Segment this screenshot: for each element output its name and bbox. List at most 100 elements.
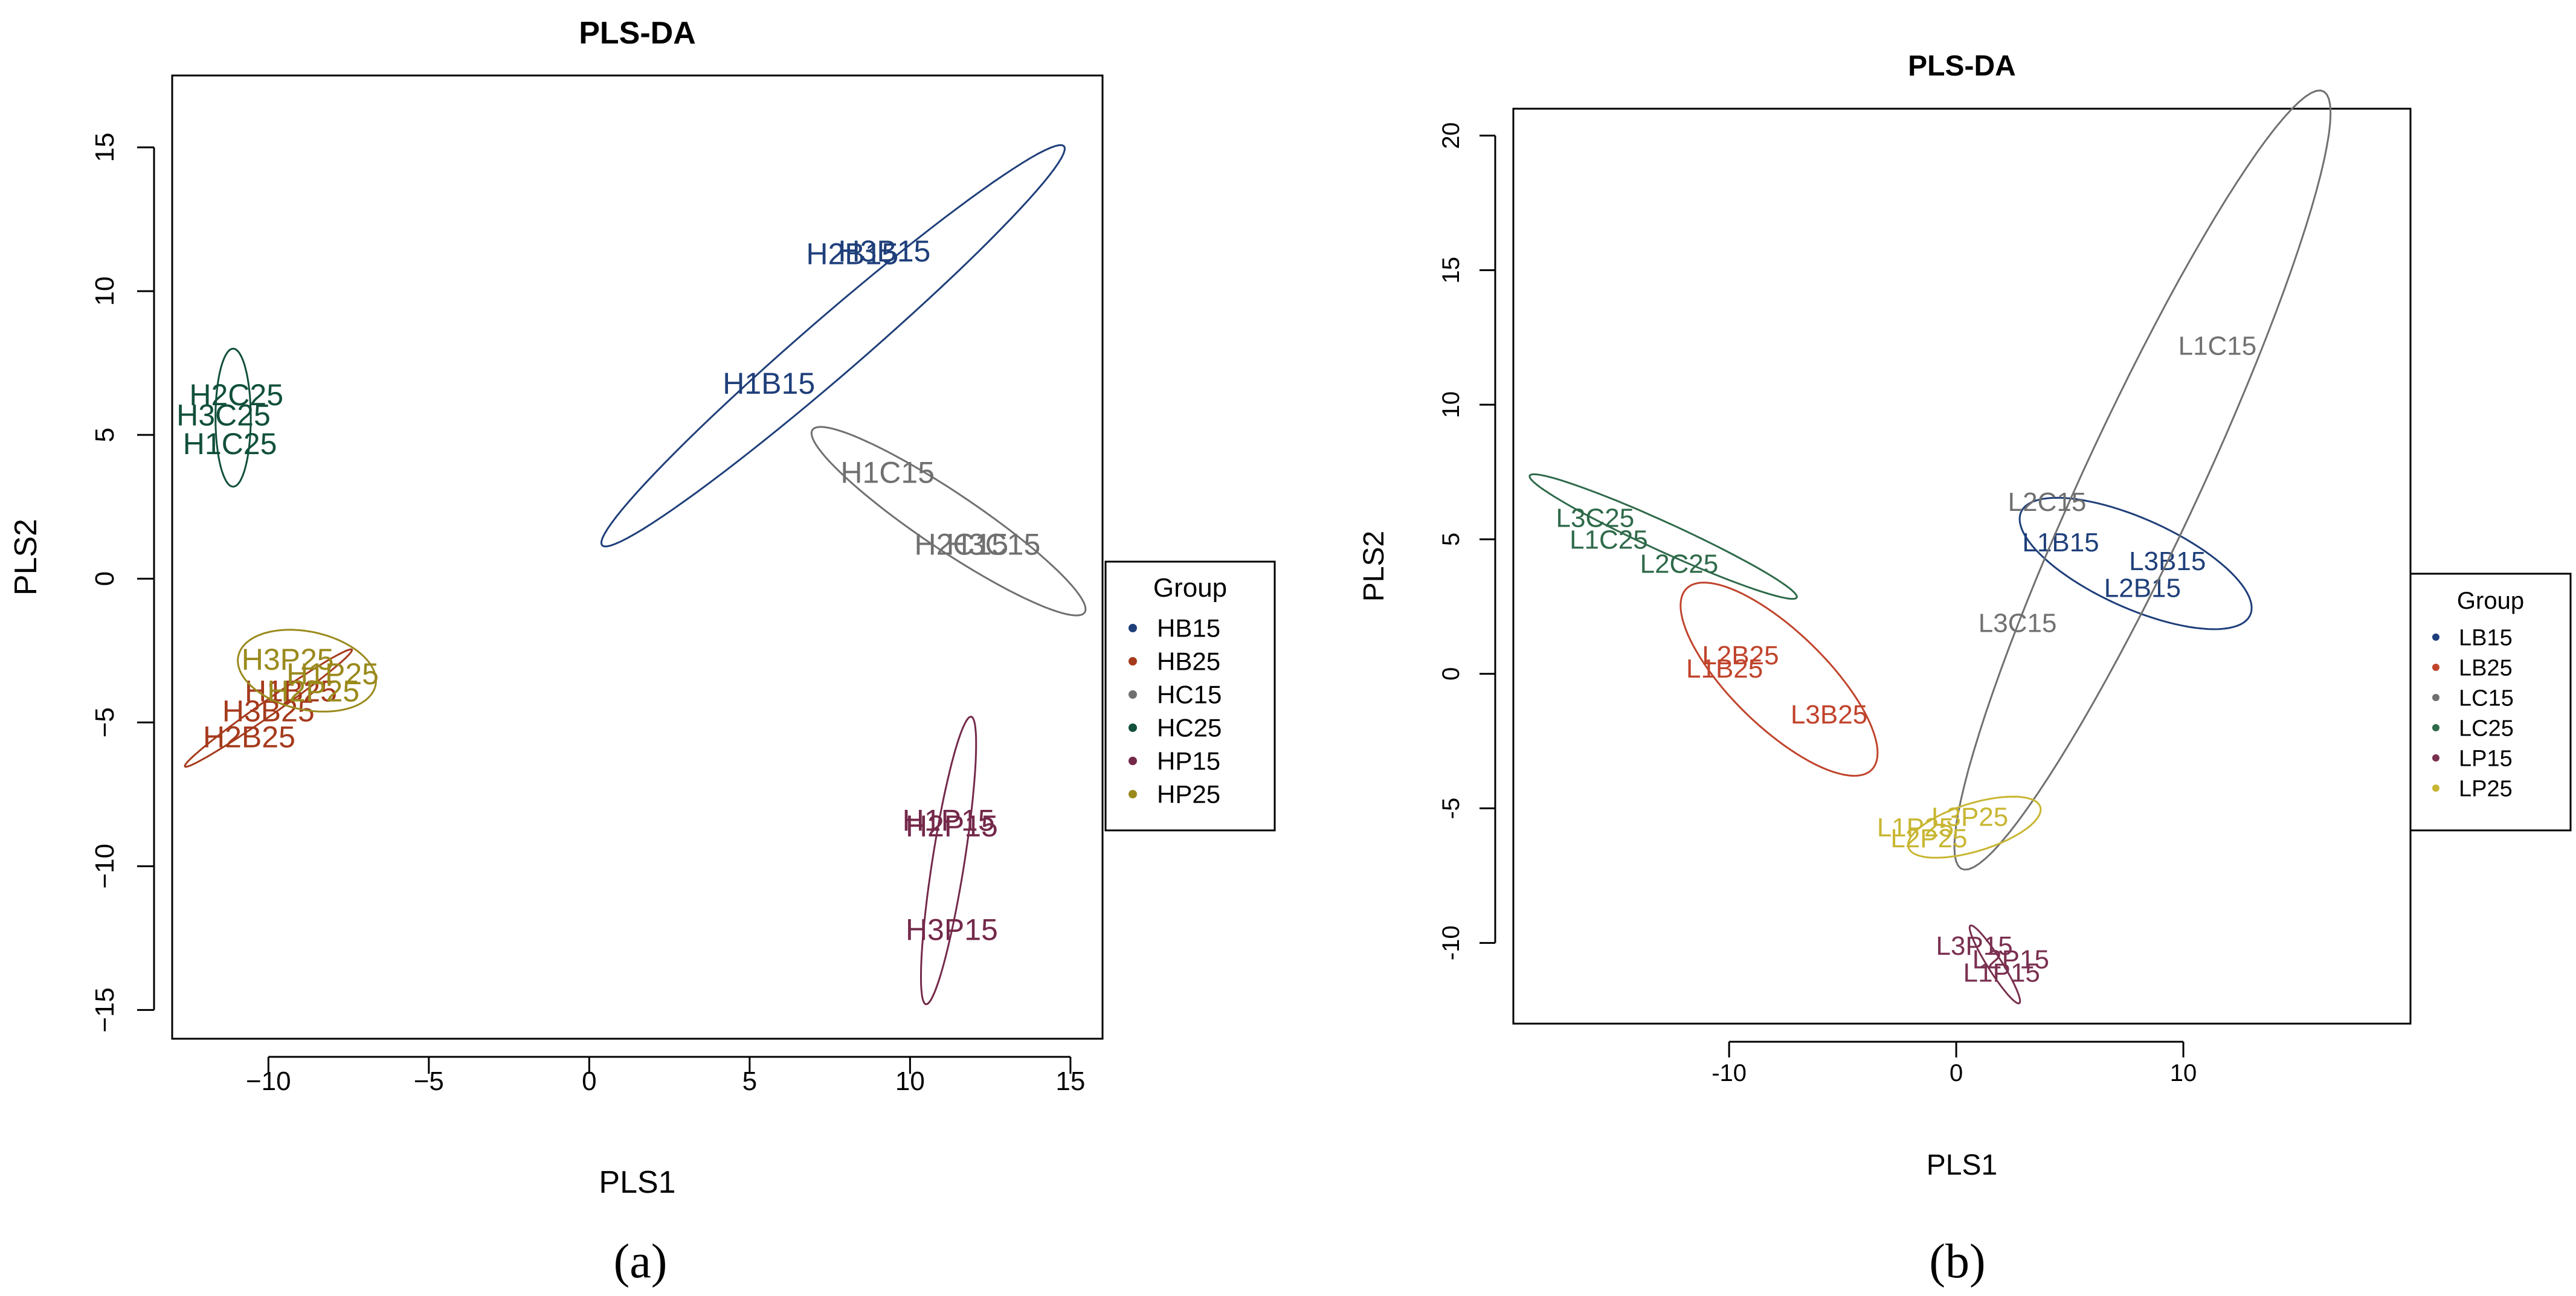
legend-marker-lp25 (2432, 784, 2439, 792)
legend-label: LB25 (2459, 655, 2513, 681)
y-tick-label: -10 (1438, 925, 1464, 960)
x-axis-title: PLS1 (599, 1165, 675, 1200)
x-axis-title: PLS1 (1927, 1149, 1997, 1181)
y-axis: −15 −10 −5 0 5 10 15 (90, 133, 155, 1033)
legend-label: HB15 (1157, 614, 1220, 643)
legend-marker-hc25 (1129, 723, 1137, 732)
legend-marker-hb25 (1129, 657, 1137, 666)
point-label: L1B15 (2022, 528, 2099, 557)
legend: Group LB15 LB25 LC15 LC25 LP15 LP25 (2409, 573, 2572, 832)
point-label: H1B15 (723, 367, 815, 400)
panel-label: (a) (614, 1235, 668, 1288)
confidence-ellipse-lb25 (1679, 582, 1879, 777)
point-label: H3P15 (906, 913, 998, 947)
legend: Group HB15 HB25 HC15 HC25 HP15 HP25 (1104, 560, 1276, 832)
y-tick-label: −15 (90, 987, 120, 1033)
confidence-ellipse-hp15 (920, 716, 977, 1006)
legend-label: HP15 (1157, 747, 1220, 775)
chart-panel-a: PLS-DA −10 −5 0 5 10 15 −15 −10 −5 0 5 10 15 PLS1 PLS2 H… (8, 16, 1276, 1288)
legend-marker-hc15 (1129, 690, 1137, 699)
y-tick-label: 0 (1438, 667, 1464, 681)
point-label: H3C25 (176, 398, 271, 432)
point-label: L1C25 (1570, 525, 1648, 554)
x-axis: −10 −5 0 5 10 15 (246, 1056, 1085, 1096)
x-tick-label: 0 (582, 1067, 596, 1096)
x-tick-label: 0 (1950, 1060, 1963, 1086)
y-tick-label: 20 (1438, 122, 1464, 149)
point-label: H2C15 (915, 528, 1009, 562)
point-label: H3C15 (947, 528, 1041, 562)
confidence-ellipse-lc15 (1953, 89, 2332, 871)
legend-label: HB25 (1157, 647, 1220, 676)
confidence-ellipse-lc25 (1528, 473, 1798, 600)
confidence-ellipse-lp25 (1907, 795, 2042, 859)
point-label: L2C25 (1640, 549, 1719, 579)
point-label: H2P15 (906, 809, 998, 843)
y-tick-label: −5 (90, 707, 120, 737)
point-label: H2B25 (203, 720, 295, 754)
chart-title: PLS-DA (579, 16, 696, 51)
point-label: L2B25 (1702, 641, 1779, 670)
y-tick-label: 5 (90, 428, 120, 442)
point-label: H1C25 (183, 427, 277, 461)
legend-label: HP25 (1157, 780, 1220, 809)
y-axis-title: PLS2 (8, 519, 43, 595)
confidence-ellipse-hb15 (600, 144, 1066, 548)
x-tick-label: 10 (2170, 1060, 2197, 1086)
legend-marker-hp15 (1129, 757, 1137, 765)
y-tick-label: 15 (90, 133, 120, 162)
series-lc15: L1C15 L2C15 L3C15 (1953, 89, 2332, 871)
legend-title: Group (1153, 573, 1227, 603)
point-label: L3P15 (1936, 931, 2013, 961)
point-label: H1B25 (245, 674, 337, 708)
point-label: L3C15 (1979, 608, 2057, 638)
legend-label: LP15 (2459, 746, 2513, 771)
x-tick-label: 15 (1055, 1067, 1085, 1096)
chart-title: PLS-DA (1908, 50, 2016, 82)
y-axis-title: PLS2 (1358, 531, 1390, 601)
confidence-ellipse-hp25 (237, 629, 377, 713)
legend-marker-lb25 (2432, 664, 2439, 671)
confidence-ellipse-lp15 (1968, 924, 2021, 1005)
x-tick-label: -10 (1711, 1060, 1747, 1086)
point-label: L1C15 (2178, 332, 2257, 361)
x-tick-label: −5 (414, 1067, 444, 1096)
legend-marker-lc15 (2432, 694, 2439, 701)
legend-label: LC15 (2459, 685, 2514, 711)
y-tick-label: 15 (1438, 257, 1464, 284)
plot-frame (1512, 107, 2412, 1025)
x-tick-label: 10 (895, 1067, 925, 1096)
x-tick-label: 5 (742, 1067, 757, 1096)
point-label: L2B15 (2104, 574, 2181, 603)
legend-marker-lp15 (2432, 754, 2439, 762)
x-tick-label: −10 (246, 1067, 291, 1096)
point-label: H3P25 (242, 643, 334, 676)
point-label: H2C25 (189, 378, 283, 412)
point-label: L3P25 (1931, 802, 2008, 832)
y-tick-label: 10 (90, 277, 120, 306)
legend-label: LC25 (2459, 716, 2514, 741)
y-tick-label: 5 (1438, 533, 1464, 546)
panel-label: (b) (1929, 1235, 1985, 1288)
legend-label: HC25 (1157, 714, 1222, 742)
confidence-ellipse-hc25 (214, 347, 252, 488)
point-label: L1B25 (1686, 654, 1763, 684)
point-label: L2P15 (1972, 945, 2049, 974)
point-label: H2B15 (806, 237, 898, 271)
legend-label: HC15 (1157, 681, 1222, 709)
legend-title: Group (2457, 588, 2524, 614)
y-tick-label: 10 (1438, 391, 1464, 419)
point-label: H3B15 (838, 234, 930, 268)
point-label: H3B25 (222, 695, 315, 728)
x-axis: -10 0 10 (1711, 1041, 2197, 1086)
